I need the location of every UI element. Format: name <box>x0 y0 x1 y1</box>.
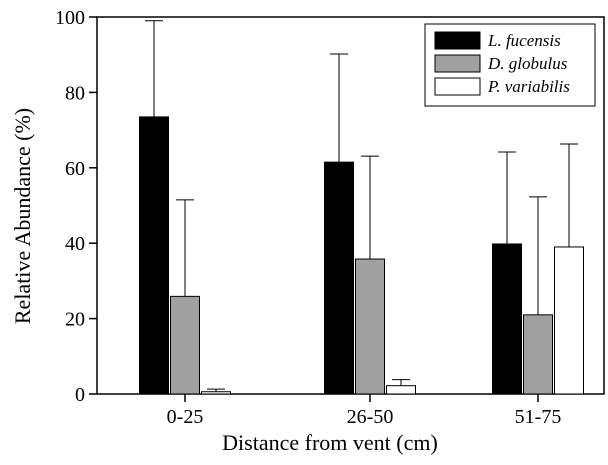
y-tick-label: 20 <box>65 309 85 331</box>
y-tick-label: 100 <box>55 7 85 29</box>
bar <box>324 161 354 395</box>
bar <box>201 391 231 395</box>
y-axis-label: Relative Abundance (%) <box>10 108 35 324</box>
error-bars-layer <box>145 20 578 392</box>
legend-label: D. globulus <box>487 54 568 73</box>
legend-swatch <box>434 31 481 50</box>
bar <box>554 246 584 395</box>
legend-label: L. fucensis <box>487 31 561 50</box>
y-tick-label: 80 <box>65 82 85 104</box>
y-tick-label: 0 <box>75 384 85 406</box>
bar <box>386 385 416 395</box>
x-tick-label: 51-75 <box>515 406 562 428</box>
bar <box>170 295 200 395</box>
bar <box>355 258 385 395</box>
x-tick-label: 0-25 <box>167 406 204 428</box>
bars-layer <box>139 116 584 395</box>
legend-swatch <box>434 77 481 96</box>
legend-label: P. variabilis <box>487 77 570 96</box>
legend: L. fucensis D. globulus P. variabilis <box>424 23 596 107</box>
y-tick-label: 40 <box>65 233 85 255</box>
x-tick-label: 26-50 <box>347 406 394 428</box>
bar <box>139 116 169 395</box>
x-axis-label: Distance from vent (cm) <box>222 430 438 455</box>
legend-swatch <box>434 54 481 73</box>
y-tick-label: 60 <box>65 158 85 180</box>
bar <box>492 243 522 395</box>
bar <box>523 314 553 395</box>
